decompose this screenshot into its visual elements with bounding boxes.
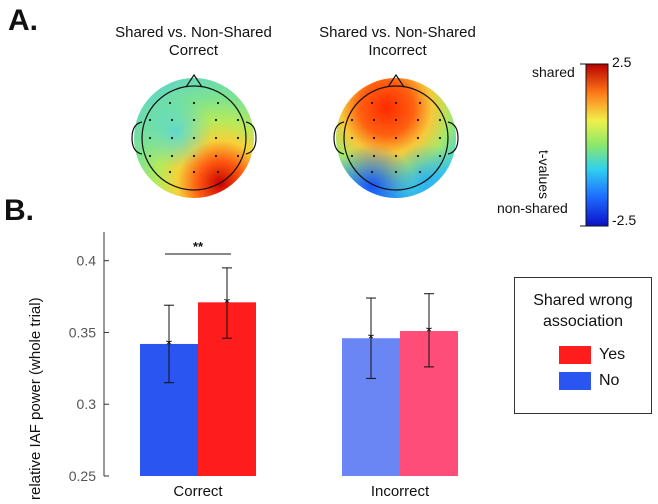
colorbar-top-label: shared: [532, 64, 575, 80]
significance-marker: **: [165, 239, 231, 255]
mean-marker: *: [166, 337, 172, 354]
panel-b-label: B.: [4, 194, 34, 227]
legend-label-no: No: [599, 372, 620, 389]
legend-label-yes: Yes: [599, 346, 626, 363]
colorbar-min-label: -2.5: [612, 212, 637, 228]
topo-incorrect-title-line1: Shared vs. Non-Shared: [319, 24, 476, 41]
colorbar: [585, 63, 609, 227]
topomap-incorrect-electrodes: [350, 101, 442, 174]
topomap-incorrect-right-ear: [447, 121, 459, 155]
significance-stars: **: [193, 239, 204, 254]
legend-title: Shared wrong association: [515, 290, 651, 332]
legend-item-yes: Yes: [559, 346, 651, 364]
colorbar-bottom-label: non-shared: [497, 200, 568, 216]
topo-correct-title: Shared vs. Non-Shared Correct: [96, 24, 291, 60]
y-tick-label: 0.25: [69, 468, 96, 484]
mean-marker: *: [426, 324, 432, 341]
topomap-correct-head-outline: [141, 85, 247, 191]
topomap-correct-nose: [185, 73, 203, 88]
topomap-incorrect-left-ear: [333, 121, 345, 155]
x-tick-label-incorrect: Incorrect: [371, 483, 430, 500]
y-axis-label: relative IAF power (whole trial): [27, 297, 44, 500]
y-tick-label: 0.35: [69, 324, 96, 340]
topo-incorrect-title: Shared vs. Non-Shared Incorrect: [300, 24, 495, 60]
legend-swatch-yes: [559, 346, 591, 364]
bars: [140, 302, 458, 476]
colorbar-max-label: 2.5: [612, 54, 632, 70]
topomap-incorrect-nose: [387, 73, 405, 88]
bar-chart: 0.250.30.350.4 *** * Correct Incorrect ** …: [27, 232, 458, 500]
topomap-incorrect-head-outline: [343, 85, 449, 191]
legend-item-no: No: [559, 372, 651, 390]
topo-correct-title-line2: Correct: [168, 42, 219, 59]
x-tick-label-correct: Correct: [173, 483, 223, 500]
legend-title-line2: association: [542, 313, 624, 330]
topo-correct-title-line1: Shared vs. Non-Shared: [115, 24, 272, 41]
y-tick-label: 0.4: [77, 253, 97, 269]
y-tick-label: 0.3: [77, 396, 97, 412]
y-ticks: 0.25 0.3 0.35 0.4: [69, 253, 109, 484]
legend: Shared wrong association Yes No: [514, 277, 652, 414]
mean-marker: *: [224, 295, 230, 312]
topomap-correct: [131, 73, 257, 198]
topomap-correct-right-ear: [245, 121, 257, 155]
mean-marker: *: [368, 331, 374, 348]
topomap-correct-left-ear: [131, 121, 143, 155]
topomap-correct-electrodes: [148, 101, 240, 174]
legend-swatch-no: [559, 372, 591, 390]
topomap-incorrect: [333, 73, 459, 198]
panel-a-label: A.: [8, 4, 38, 37]
error-bars: * * * *: [164, 267, 434, 384]
legend-title-line1: Shared wrong: [533, 292, 633, 309]
topo-incorrect-title-line2: Incorrect: [368, 42, 427, 59]
x-tick-labels: Correct Incorrect: [173, 483, 430, 500]
